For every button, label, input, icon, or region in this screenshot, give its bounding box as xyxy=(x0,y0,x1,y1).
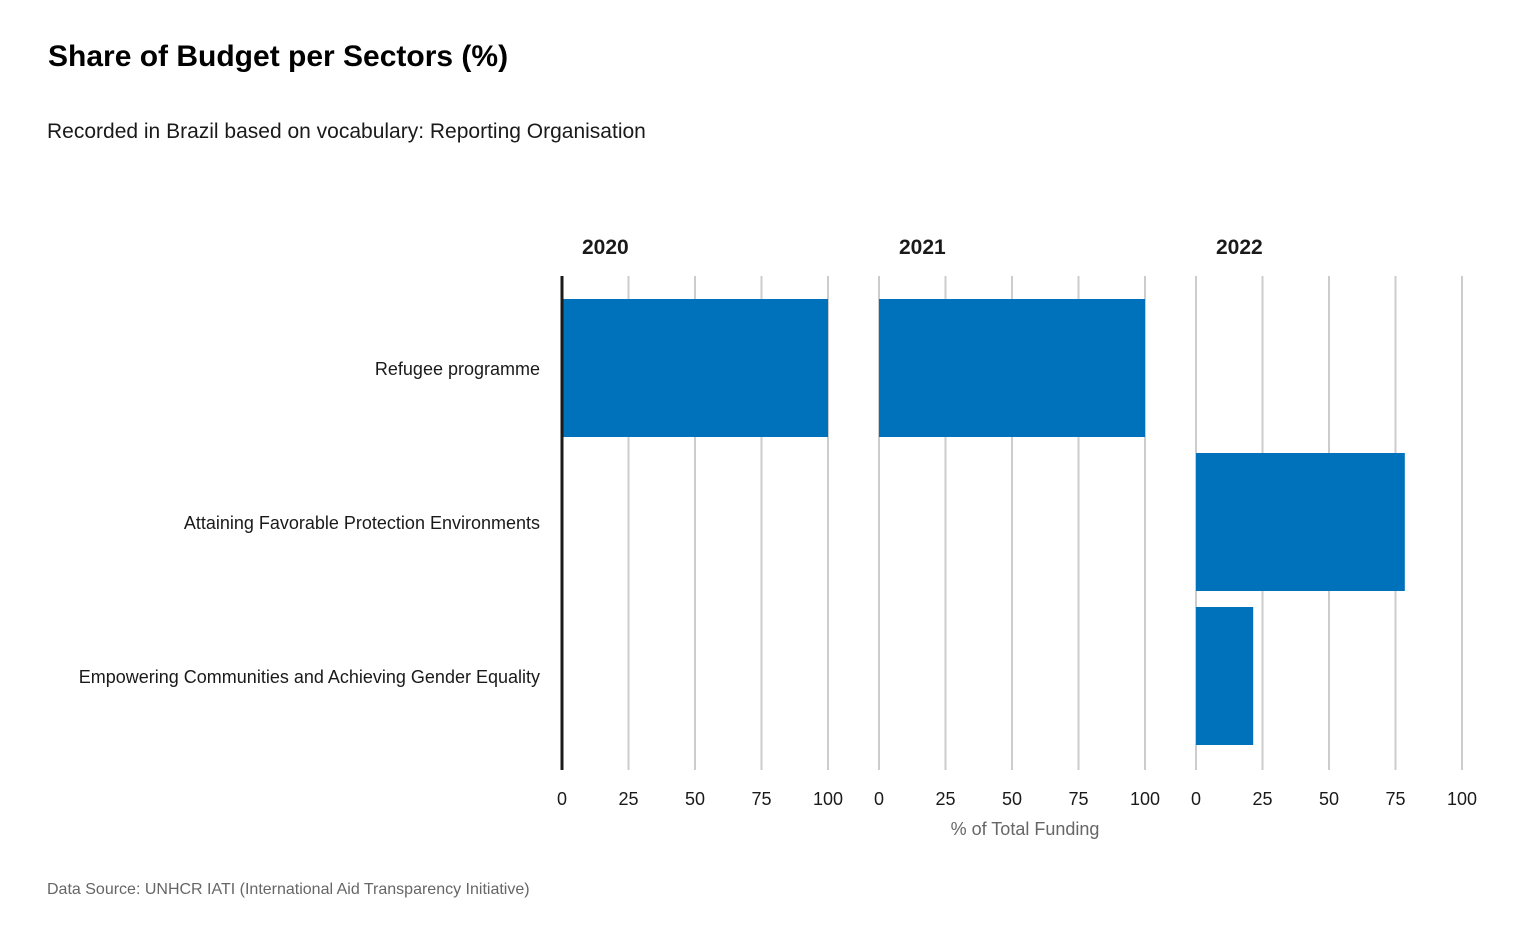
x-tick-label: 0 xyxy=(1191,789,1201,809)
bar-2022-2 xyxy=(1196,453,1405,591)
facet-label-2021: 2021 xyxy=(899,236,946,259)
x-tick-label: 50 xyxy=(1002,789,1022,809)
x-tick-label: 25 xyxy=(618,789,638,809)
x-tick-label: 100 xyxy=(1447,789,1477,809)
x-tick-label: 0 xyxy=(874,789,884,809)
x-tick-label: 0 xyxy=(557,789,567,809)
bar-2022-3 xyxy=(1196,607,1254,745)
category-label: Attaining Favorable Protection Environme… xyxy=(184,513,540,533)
x-tick-label: 50 xyxy=(1319,789,1339,809)
x-tick-label: 75 xyxy=(1385,789,1405,809)
data-source-note: Data Source: UNHCR IATI (International A… xyxy=(47,881,530,898)
x-tick-label: 25 xyxy=(935,789,955,809)
x-tick-label: 75 xyxy=(751,789,771,809)
x-tick-label: 25 xyxy=(1252,789,1272,809)
bar-2020-1 xyxy=(562,299,828,437)
x-axis-label: % of Total Funding xyxy=(951,819,1100,839)
category-label: Refugee programme xyxy=(375,359,540,379)
category-label: Empowering Communities and Achieving Gen… xyxy=(79,667,540,687)
x-tick-label: 100 xyxy=(813,789,843,809)
bar-2021-1 xyxy=(879,299,1145,437)
x-tick-label: 50 xyxy=(685,789,705,809)
facet-label-2022: 2022 xyxy=(1216,236,1263,259)
x-tick-label: 100 xyxy=(1130,789,1160,809)
chart-subtitle: Recorded in Brazil based on vocabulary: … xyxy=(47,120,646,143)
facet-label-2020: 2020 xyxy=(582,236,629,259)
chart-title: Share of Budget per Sectors (%) xyxy=(48,40,509,73)
x-tick-label: 75 xyxy=(1068,789,1088,809)
